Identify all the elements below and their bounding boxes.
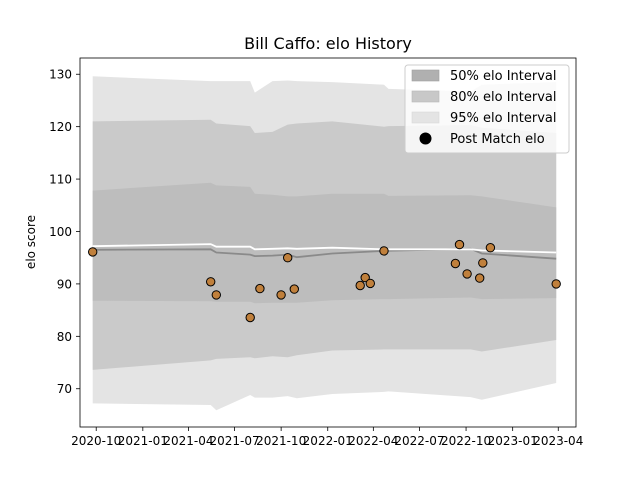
legend-swatch-80 (411, 90, 440, 103)
y-tick-label: 110 (49, 173, 72, 187)
post-match-elo-point (462, 269, 472, 279)
y-tick-label: 100 (49, 225, 72, 239)
plot-area (88, 76, 561, 411)
band-50-interval (92, 182, 557, 304)
y-tick-label: 80 (57, 330, 72, 344)
post-match-elo-point (360, 272, 370, 283)
y-tick-label: 90 (57, 277, 72, 291)
post-match-elo-point (485, 243, 496, 253)
chart-title: Bill Caffo: elo History (244, 34, 412, 53)
legend-marker-post-match (419, 132, 432, 145)
y-tick-label: 130 (49, 68, 72, 82)
legend-swatch-50 (411, 69, 440, 82)
post-match-elo-point (475, 273, 485, 283)
y-axis: 70 80 90 100 110 120 130 (49, 68, 80, 396)
legend-label-post-match: Post Match elo (450, 132, 545, 147)
x-tick-label: 2021-01 (118, 434, 168, 448)
y-axis-label: elo score (24, 215, 38, 269)
y-tick-label: 70 (57, 382, 72, 396)
post-match-elo-point (206, 277, 216, 287)
post-match-elo-point (88, 247, 98, 257)
post-match-elo-point (255, 283, 265, 294)
x-tick-label: 2022-07 (394, 434, 444, 448)
x-axis: 2020-102021-012021-042021-072021-102022-… (71, 427, 583, 448)
median-elo-line (92, 243, 557, 254)
post-match-elo-point (283, 253, 293, 263)
post-match-elo-point (289, 284, 299, 294)
post-match-elo-point (245, 312, 255, 323)
post-match-elo-point (355, 280, 365, 291)
post-match-elo-point (379, 246, 389, 256)
x-tick-label: 2021-10 (256, 434, 306, 448)
x-tick-label: 2021-04 (163, 434, 213, 448)
post-match-elo-point (365, 278, 375, 289)
post-match-elo-point (276, 290, 286, 300)
post-match-elo-point (478, 258, 488, 268)
x-tick-label: 2020-10 (71, 434, 121, 448)
legend-label-80: 80% elo Interval (450, 90, 557, 105)
post-match-elo-point (450, 258, 461, 269)
y-tick-label: 120 (49, 120, 72, 134)
post-match-elo-point (211, 290, 222, 300)
x-tick-label: 2023-01 (488, 434, 538, 448)
x-tick-label: 2021-07 (209, 434, 259, 448)
post-match-elo-point (551, 279, 561, 289)
x-tick-label: 2022-01 (303, 434, 353, 448)
x-tick-label: 2022-04 (348, 434, 398, 448)
legend-label-95: 95% elo Interval (450, 111, 557, 126)
legend-box (404, 64, 570, 154)
x-tick-label: 2022-10 (441, 434, 491, 448)
legend-label-50: 50% elo Interval (450, 69, 557, 84)
post-match-elo-point (454, 239, 465, 250)
legend: 50% elo Interval 80% elo Interval 95% el… (404, 64, 570, 154)
legend-swatch-95 (411, 111, 440, 124)
x-tick-label: 2023-04 (533, 434, 583, 448)
